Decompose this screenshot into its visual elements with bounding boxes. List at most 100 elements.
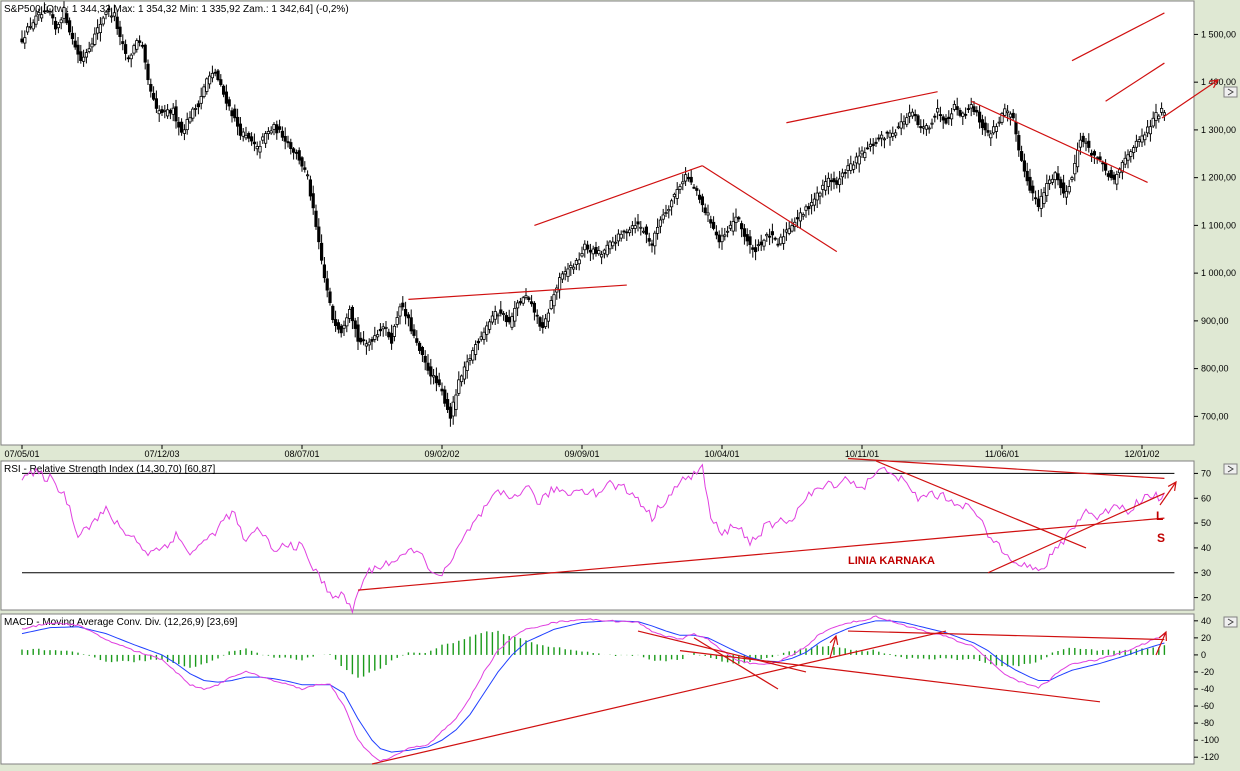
candle-down [445,399,450,410]
candle-up [826,177,831,187]
candle-up [611,241,615,247]
macd-histogram [21,630,1166,678]
rsi-y-tick-label: 50 [1201,518,1211,528]
candle-up [614,241,618,244]
candle-down [768,235,772,238]
candle-up [1042,192,1046,204]
candle-up [1154,112,1158,121]
macd-scroll-button[interactable] [1223,616,1238,628]
candle-down [216,70,220,80]
candle-up [516,302,520,309]
candle-down [916,115,920,126]
candle-up [734,216,738,223]
candle-down [370,339,374,342]
price-y-tick-label: 1 300,00 [1201,125,1236,135]
candle-down [168,109,172,114]
candle-down [409,317,413,332]
candle-down [437,379,441,386]
candle-up [779,236,783,245]
candle-down [65,13,69,24]
candle-down [137,40,142,43]
candle-down [527,297,531,300]
candle-up [852,164,856,170]
candle-up [490,315,495,323]
candle-down [227,99,231,107]
price-x-tick-label: 11/06/01 [985,449,1019,459]
rsi-trendline [847,457,1165,479]
candle-down [714,231,719,236]
candle-down [359,337,363,343]
rsi-trendline [357,517,1165,591]
candle-up [706,212,710,216]
candle-up [642,230,646,233]
candle-up [1146,126,1150,134]
candle-up [927,127,931,130]
candle-up [572,266,576,270]
candle-down [361,339,366,342]
chevron-right-icon[interactable] [1227,618,1234,626]
candle-down [319,242,324,261]
candle-down [76,44,80,55]
candle-down [233,108,237,119]
price-x-tick-label: 10/11/01 [845,449,879,459]
candle-up [482,331,486,340]
candle-up [269,130,273,134]
candle-down [698,194,702,200]
candle-down [712,221,716,229]
candle-up [112,12,116,17]
candle-down [877,137,881,140]
chevron-right-icon[interactable] [1227,465,1234,473]
candle-up [1126,154,1130,161]
candle-up [345,317,349,327]
price-scroll-button[interactable] [1223,86,1238,98]
candle-up [583,243,587,251]
rsi-scroll-box[interactable] [1223,463,1238,475]
candle-down [829,179,833,183]
candle-up [87,48,91,52]
candle-up [899,121,903,129]
candle-down [737,217,741,220]
rsi-scroll-button[interactable] [1223,463,1238,475]
candle-up [905,117,909,125]
candle-up [255,146,259,150]
candle-down [42,10,47,13]
candle-up [165,109,170,117]
candle-down [625,231,629,234]
candle-up [782,236,786,244]
candle-up [1064,190,1068,198]
candle-up [1048,179,1052,184]
candle-down [297,150,301,161]
candle-down [317,226,321,243]
candle-up [1160,108,1164,113]
macd-arrow-head [1158,630,1167,642]
candle-down [389,332,394,344]
candle-up [969,104,973,109]
candle-down [955,106,959,110]
candle-up [619,233,623,239]
candle-up [395,317,399,325]
candle-down [378,328,383,332]
price-y-tick-label: 1 100,00 [1201,220,1236,230]
candle-down [143,44,147,63]
candle-up [48,11,52,14]
chevron-right-icon[interactable] [1227,88,1234,96]
candle-down [140,44,144,47]
candle-down [73,40,77,48]
candle-down [647,238,651,242]
candle-up [658,219,663,227]
price-scroll-box[interactable] [1223,86,1238,98]
candle-up [31,22,35,30]
candle-down [742,228,747,237]
candle-up [347,309,352,319]
candle-up [633,225,637,229]
candle-down [717,234,721,243]
candle-up [132,45,136,54]
candle-down [336,322,341,330]
candle-down [1028,176,1032,191]
candle-down [1062,182,1066,194]
candle-up [728,224,733,229]
macd-scroll-box[interactable] [1223,616,1238,628]
candle-down [980,119,985,129]
candle-down [835,180,839,185]
candle-down [333,319,338,327]
